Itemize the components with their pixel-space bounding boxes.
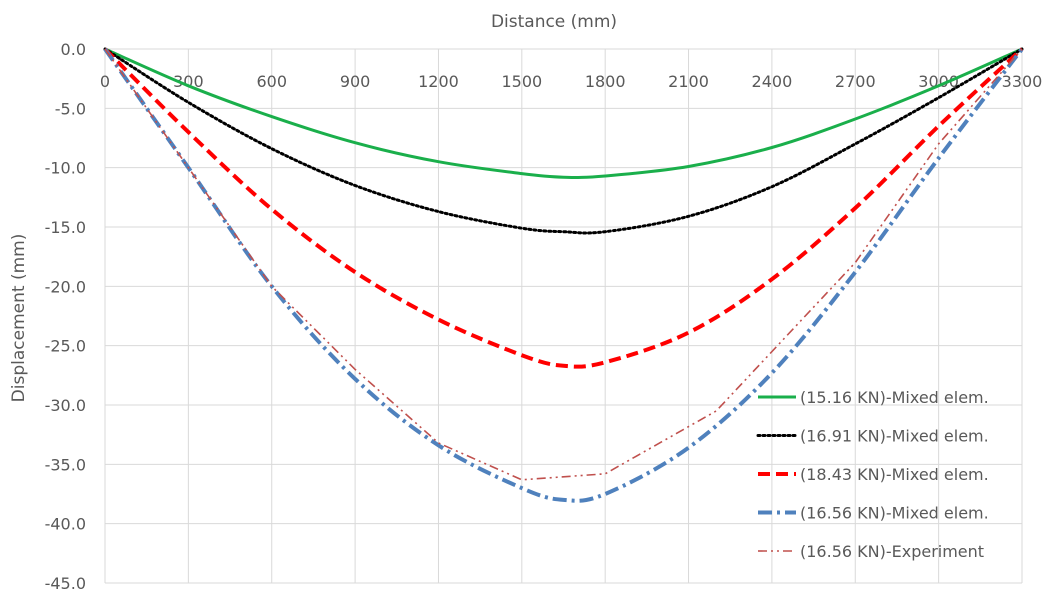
x-axis-ticks: 0 300 600 900 1200 1500 1800 2100 2400 2700 3000 33… — [100, 72, 1042, 91]
y-axis-ticks: 0.0 -5.0 -10.0 -15.0 -20.0 -25.0 -30.0 -35.0 -40… — [45, 40, 86, 593]
legend-label: (15.16 KN)-Mixed elem. — [800, 388, 989, 407]
x-tick-label: 900 — [340, 72, 371, 91]
series-line-1 — [104, 47, 1023, 179]
y-tick-label: -20.0 — [45, 277, 86, 296]
series-line-2 — [103, 47, 1024, 235]
y-tick-label: -10.0 — [45, 159, 86, 178]
y-tick-label: -45.0 — [45, 574, 86, 593]
y-tick-label: -40.0 — [45, 515, 86, 534]
x-tick-label: 0 — [100, 72, 110, 91]
x-tick-label: 3300 — [1002, 72, 1043, 91]
x-tick-label: 2100 — [668, 72, 709, 91]
legend-label: (18.43 KN)-Mixed elem. — [800, 465, 989, 484]
x-tick-label: 1800 — [585, 72, 626, 91]
series-line-4 — [103, 47, 1024, 503]
series-line-3 — [103, 47, 1024, 369]
y-tick-label: -5.0 — [55, 99, 86, 118]
x-tick-label: 2400 — [752, 72, 793, 91]
series-line-5 — [104, 48, 1023, 481]
x-tick-label: 600 — [256, 72, 287, 91]
y-tick-label: 0.0 — [61, 40, 86, 59]
legend: (15.16 KN)-Mixed elem. (16.91 KN)-Mixed e… — [756, 388, 989, 561]
data-series — [103, 47, 1024, 503]
x-tick-label: 1200 — [418, 72, 459, 91]
y-tick-label: -30.0 — [45, 396, 86, 415]
x-tick-label: 2700 — [835, 72, 876, 91]
y-tick-label: -35.0 — [45, 455, 86, 474]
y-tick-label: -15.0 — [45, 218, 86, 237]
legend-label: (16.56 KN)-Mixed elem. — [800, 504, 989, 523]
legend-label: (16.56 KN)-Experiment — [800, 542, 984, 561]
legend-label: (16.91 KN)-Mixed elem. — [800, 427, 989, 446]
gridlines — [104, 48, 1023, 584]
x-axis-label: Distance (mm) — [491, 12, 617, 32]
y-tick-label: -25.0 — [45, 337, 86, 356]
x-tick-label: 3000 — [918, 72, 959, 91]
x-tick-label: 300 — [173, 72, 204, 91]
x-tick-label: 1500 — [501, 72, 542, 91]
y-axis-label: Displacement (mm) — [9, 234, 29, 403]
